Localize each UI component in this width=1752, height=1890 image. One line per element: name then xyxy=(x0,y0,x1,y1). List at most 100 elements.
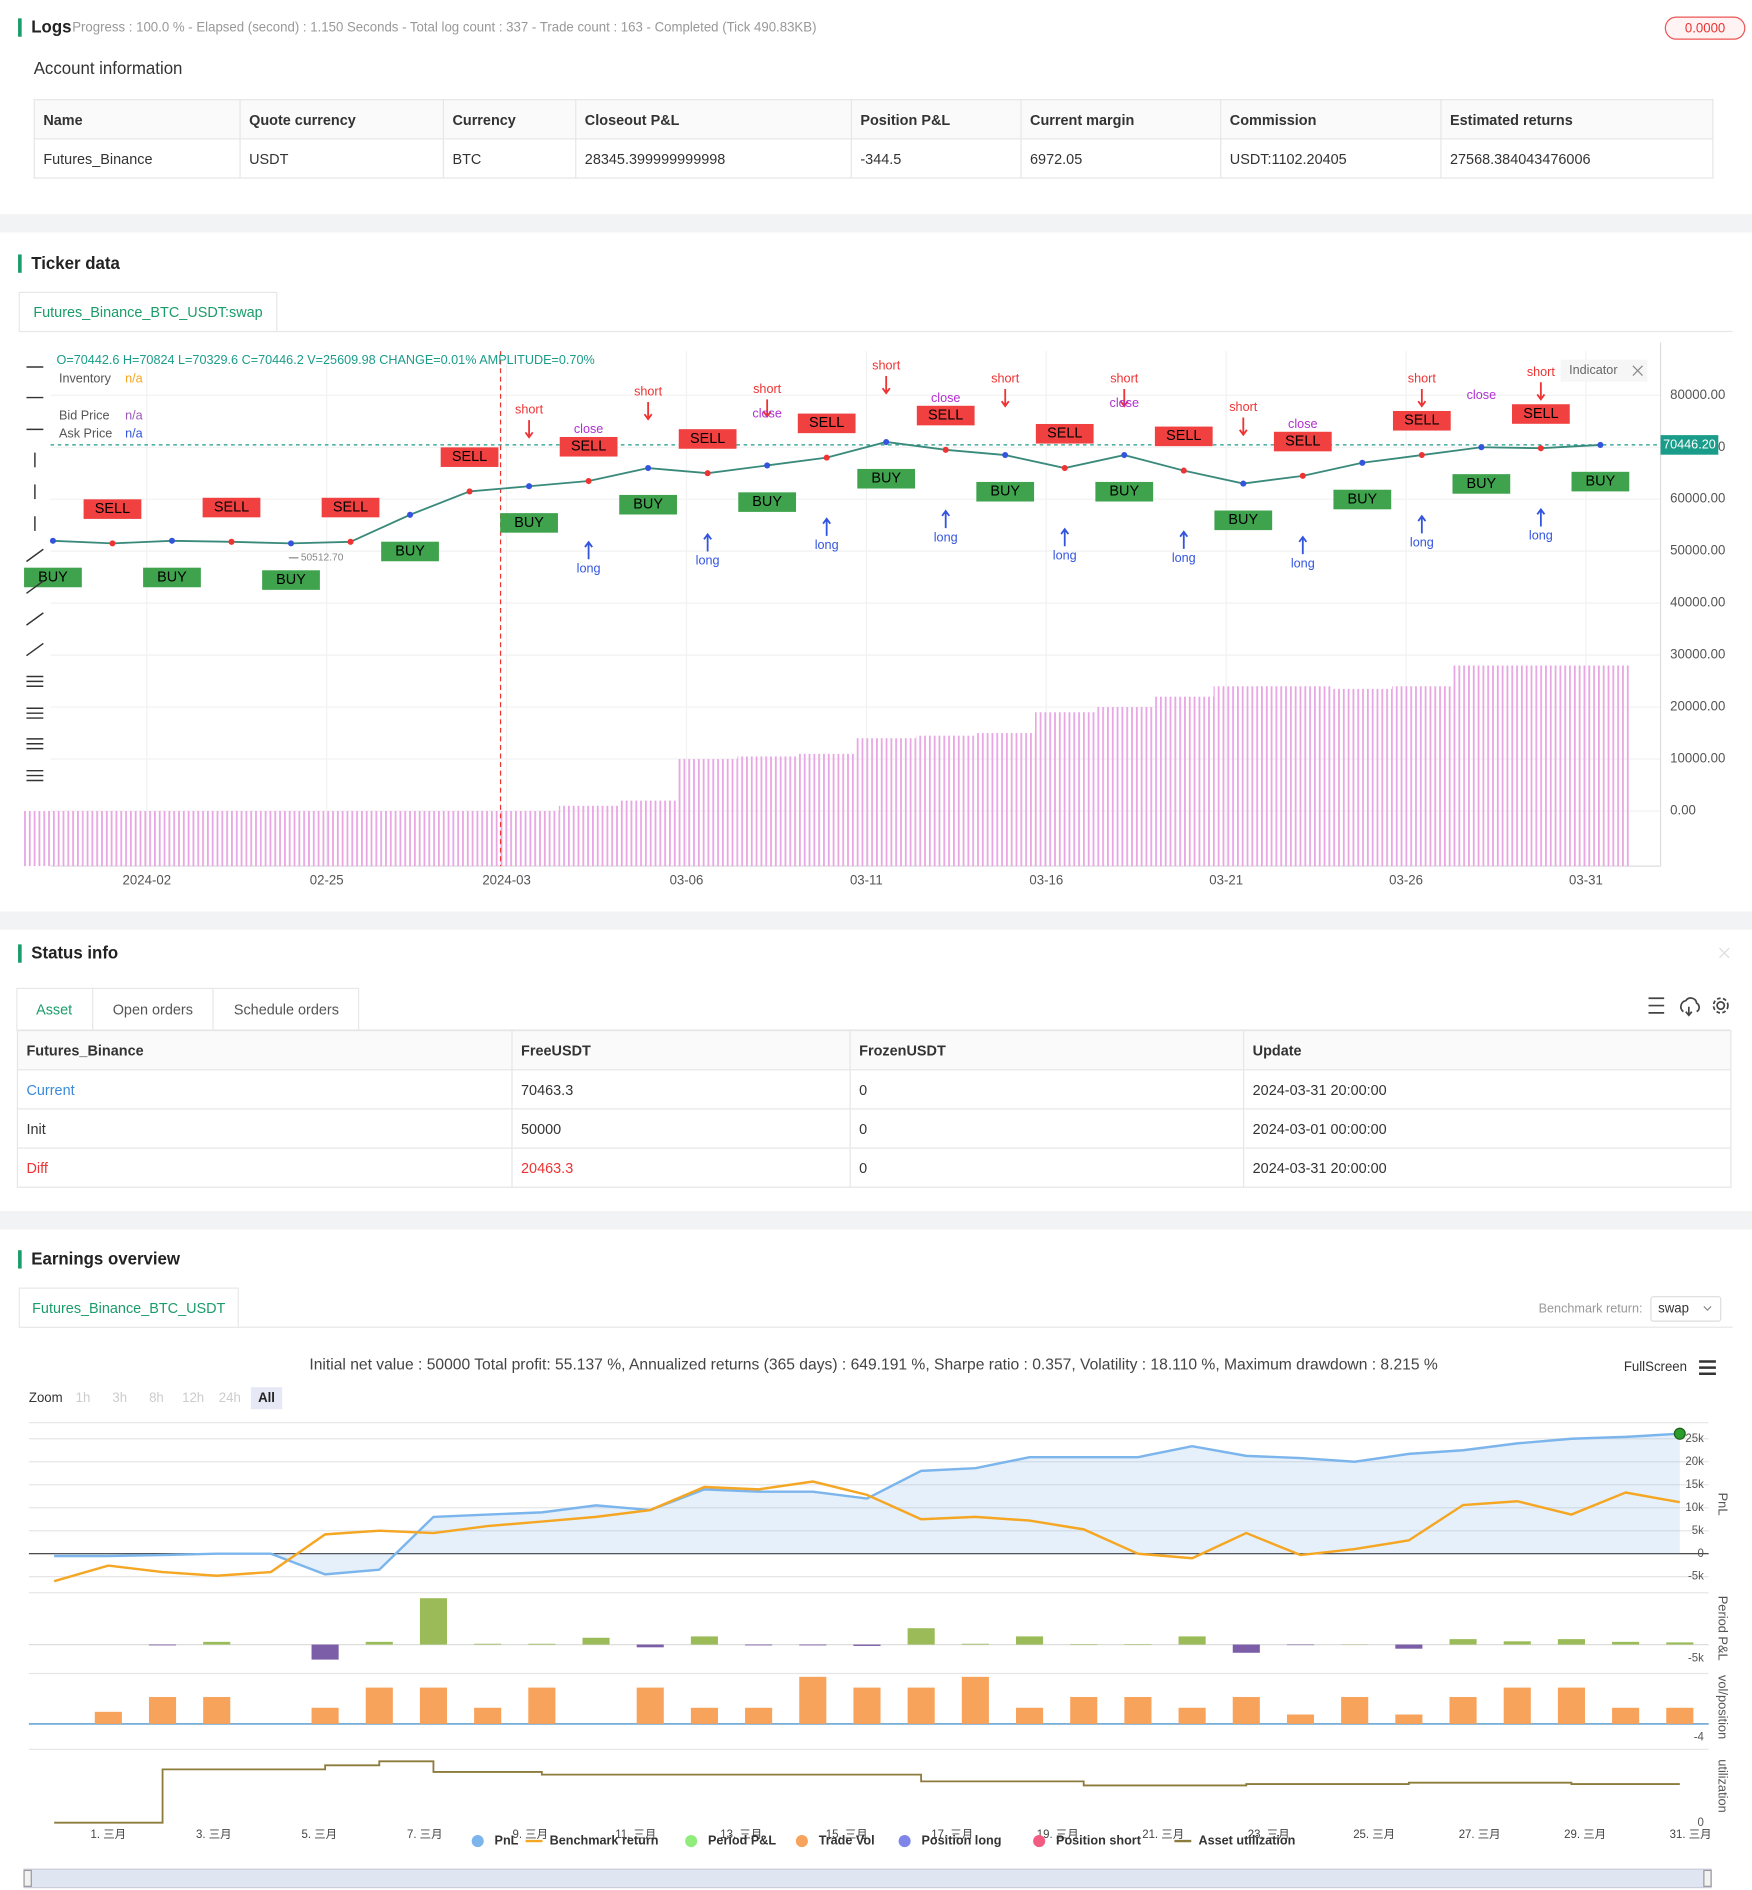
zoom-button[interactable]: 8h xyxy=(149,1390,164,1405)
x-tick-label: 27. 三月 xyxy=(1459,1829,1501,1841)
price-point xyxy=(1359,459,1366,466)
section-marker xyxy=(18,254,22,273)
toolbar-icons[interactable] xyxy=(1648,997,1729,1017)
table-cell: Futures_Binance xyxy=(33,138,241,179)
signal-label: BUY xyxy=(1109,484,1139,500)
y-tick-label: 0 xyxy=(1698,1817,1704,1829)
legend-label[interactable]: Asset utilization xyxy=(1198,1832,1295,1847)
earnings-panel xyxy=(0,1229,1752,1890)
legend-symbol xyxy=(795,1834,808,1848)
inventory-bar xyxy=(82,811,143,867)
section-title: Status info xyxy=(31,944,118,963)
signal-box xyxy=(559,436,618,457)
navigator-handle[interactable] xyxy=(1703,1869,1712,1887)
inventory-bar xyxy=(1570,665,1631,867)
signal-label: SELL xyxy=(214,499,249,515)
y-tick-label: 20000.00 xyxy=(1670,699,1725,714)
legend-label[interactable]: Benchmark return xyxy=(550,1832,659,1847)
tool-icon[interactable] xyxy=(26,548,44,563)
tab-label[interactable]: Futures_Binance_BTC_USDT xyxy=(32,1301,225,1317)
tool-icon[interactable] xyxy=(26,707,44,719)
indicator-label[interactable]: Indicator xyxy=(1569,362,1618,377)
x-tick-label: 29. 三月 xyxy=(1564,1829,1606,1841)
ohlc-text: O=70442.6 H=70824 L=70329.6 C=70446.2 V=… xyxy=(57,352,595,367)
signal-label: SELL xyxy=(452,449,487,465)
signal-label: short xyxy=(1527,364,1556,379)
zoom-button[interactable]: 3h xyxy=(112,1390,127,1405)
tab[interactable] xyxy=(18,291,278,333)
price-point xyxy=(526,483,533,490)
signal-arrow xyxy=(1000,388,1010,408)
tab-label[interactable]: Open orders xyxy=(113,1002,193,1018)
zoom-button[interactable]: 24h xyxy=(219,1390,241,1405)
bar xyxy=(1232,1644,1260,1653)
column-header: Position P&L xyxy=(850,99,1022,140)
signal-label: long xyxy=(934,529,958,544)
navigator-handle[interactable] xyxy=(23,1869,32,1887)
table-cell: 2024-03-31 20:00:00 xyxy=(1243,1069,1732,1110)
tool-icon[interactable] xyxy=(26,642,44,657)
navigator[interactable] xyxy=(23,1868,1712,1889)
tab-label[interactable]: Futures_Binance_BTC_USDT:swap xyxy=(33,305,262,321)
x-tick-label: 23. 三月 xyxy=(1248,1829,1290,1841)
legend-label[interactable]: Period P&L xyxy=(708,1832,776,1847)
price-point xyxy=(585,477,592,485)
tab[interactable] xyxy=(18,1287,239,1328)
table-cell: 27568.384043476006 xyxy=(1440,138,1714,179)
signal-arrow xyxy=(1298,535,1308,555)
legend-label[interactable]: Trade Vol xyxy=(819,1832,875,1847)
x-tick-label: 21. 三月 xyxy=(1142,1829,1184,1841)
signal-arrow xyxy=(584,540,593,560)
y-tick-label: -4 xyxy=(1694,1731,1705,1743)
signal-box xyxy=(262,570,320,590)
tab-label[interactable]: Asset xyxy=(36,1002,72,1018)
tool-icon[interactable] xyxy=(26,612,44,626)
price-point xyxy=(1418,451,1425,459)
tab-label[interactable]: Schedule orders xyxy=(234,1002,339,1018)
benchmark-select[interactable] xyxy=(1650,1296,1722,1322)
zoom-button[interactable]: 12h xyxy=(182,1390,204,1405)
bar xyxy=(1286,1644,1315,1646)
bar xyxy=(528,1687,556,1724)
x-tick-label: 3. 三月 xyxy=(196,1829,232,1841)
section-title: Logs xyxy=(31,18,71,37)
benchmark-select-value[interactable]: swap xyxy=(1658,1300,1689,1315)
price-point xyxy=(704,470,711,477)
tab[interactable] xyxy=(212,987,360,1031)
bar xyxy=(365,1641,393,1645)
drawing-toolbar[interactable] xyxy=(26,366,44,782)
expand-icon[interactable] xyxy=(1719,947,1730,959)
tab[interactable] xyxy=(16,987,94,1031)
bar xyxy=(1178,1636,1206,1645)
indicator-box[interactable] xyxy=(1560,359,1648,382)
legend-label[interactable]: Position long xyxy=(921,1832,1001,1847)
menu-icon[interactable] xyxy=(1699,1360,1716,1375)
legend-label[interactable]: PnL xyxy=(495,1832,519,1847)
signal-box xyxy=(1035,423,1094,444)
tool-icon[interactable] xyxy=(26,738,44,750)
legend-symbol xyxy=(898,1834,911,1848)
signal-arrow xyxy=(1060,527,1070,547)
legend-label[interactable]: Position short xyxy=(1056,1832,1142,1847)
bar xyxy=(474,1707,502,1724)
signal-label: short xyxy=(753,381,782,396)
tool-icon[interactable] xyxy=(26,580,44,594)
y-tick-label: 50000.00 xyxy=(1670,543,1725,558)
zoom-button-bg[interactable] xyxy=(250,1387,283,1410)
price-point xyxy=(407,511,414,518)
x-tick-label: 03-11 xyxy=(850,872,883,887)
tool-icon[interactable] xyxy=(26,675,44,688)
tool-icon[interactable] xyxy=(26,769,44,782)
bar xyxy=(1124,1644,1152,1645)
fullscreen-button[interactable]: FullScreen xyxy=(1624,1359,1687,1374)
signal-label: close xyxy=(574,421,603,436)
tab[interactable] xyxy=(92,987,214,1031)
zoom-button[interactable]: 1h xyxy=(76,1390,91,1405)
subsection-title: Account information xyxy=(34,59,183,78)
zoom-button[interactable]: All xyxy=(258,1390,275,1405)
inventory-bar xyxy=(439,811,500,867)
signal-arrow xyxy=(822,517,831,536)
bar xyxy=(311,1707,339,1724)
signal-box xyxy=(1095,481,1154,502)
signal-label: BUY xyxy=(38,569,68,585)
